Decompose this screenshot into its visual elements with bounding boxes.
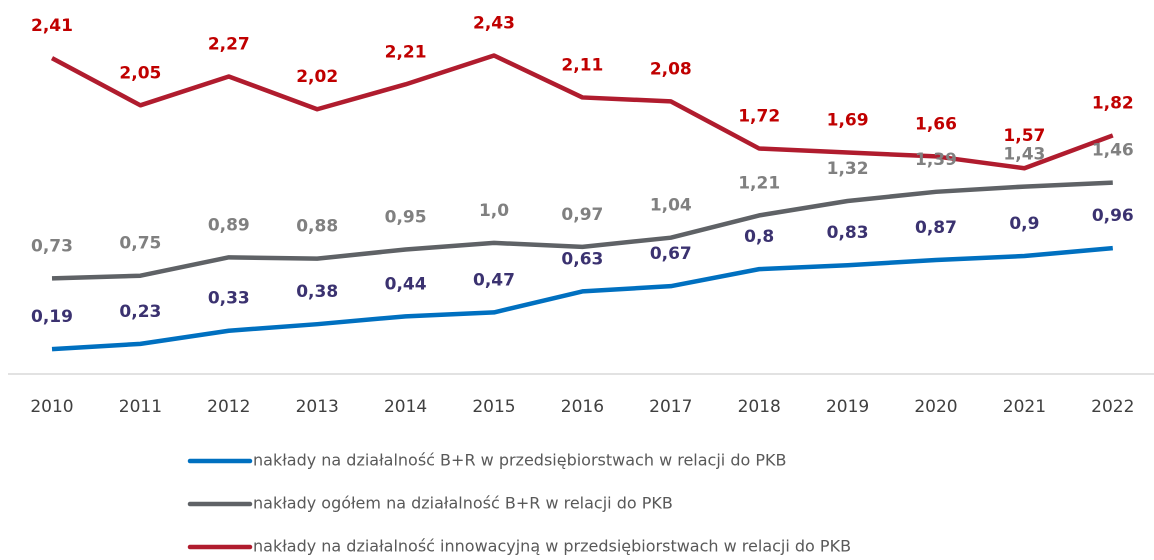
data-label: 1,66 [915,114,957,134]
x-tick-label: 2016 [561,397,604,417]
data-label: 2,08 [650,59,692,79]
x-tick-label: 2020 [914,397,957,417]
data-label: 1,04 [650,196,692,216]
data-label: 0,75 [119,234,161,254]
data-label: 2,43 [473,13,515,33]
x-tick-label: 2010 [30,397,73,417]
data-label: 0,8 [744,227,774,247]
data-label: 2,05 [119,63,161,83]
data-label: 1,21 [738,173,780,193]
data-label: 0,38 [296,282,338,302]
series-line [50,53,1114,171]
data-label: 1,0 [479,201,509,221]
data-label: 1,57 [1003,126,1045,146]
data-label: 1,32 [827,159,869,179]
data-label: 1,82 [1092,93,1134,113]
x-tick-label: 2013 [296,397,339,417]
data-label: 0,89 [208,215,250,235]
data-label: 0,23 [119,302,161,322]
legend-label: nakłady ogółem na działalność B+R w rela… [253,494,673,513]
data-label: 0,95 [385,207,427,227]
data-label: 0,47 [473,270,515,290]
data-label: 1,46 [1092,141,1134,161]
data-label: 2,41 [31,16,73,36]
series-line [51,180,1113,281]
data-label: 0,87 [915,218,957,238]
data-label: 2,11 [561,55,603,75]
data-label: 1,72 [738,107,780,127]
data-label: 0,97 [561,205,603,225]
data-label: 0,67 [650,244,692,264]
data-label: 0,88 [296,217,338,237]
data-label: 0,33 [208,289,250,309]
data-label: 0,96 [1092,206,1134,226]
x-tick-label: 2019 [826,397,869,417]
x-tick-label: 2011 [119,397,162,417]
x-tick-label: 2018 [738,397,781,417]
data-label: 0,73 [31,236,73,256]
data-label: 1,39 [915,150,957,170]
data-label: 0,19 [31,307,73,327]
x-tick-label: 2017 [649,397,692,417]
data-label: 2,27 [208,34,250,54]
legend-label: nakłady na działalność innowacyjną w prz… [253,537,851,556]
x-tick-label: 2015 [472,397,515,417]
x-tick-label: 2021 [1003,397,1046,417]
data-label: 0,83 [827,223,869,243]
data-label: 0,44 [385,274,427,294]
data-label: 1,43 [1003,145,1045,165]
data-label: 0,9 [1009,214,1039,234]
x-tick-label: 2014 [384,397,427,417]
data-label: 0,63 [561,249,603,269]
x-tick-label: 2012 [207,397,250,417]
data-label: 1,69 [827,110,869,130]
data-label: 2,02 [296,67,338,87]
legend-label: nakłady na działalność B+R w przedsiębio… [253,451,786,470]
series-line [51,245,1113,352]
data-label: 2,21 [385,42,427,62]
x-tick-label: 2022 [1091,397,1134,417]
